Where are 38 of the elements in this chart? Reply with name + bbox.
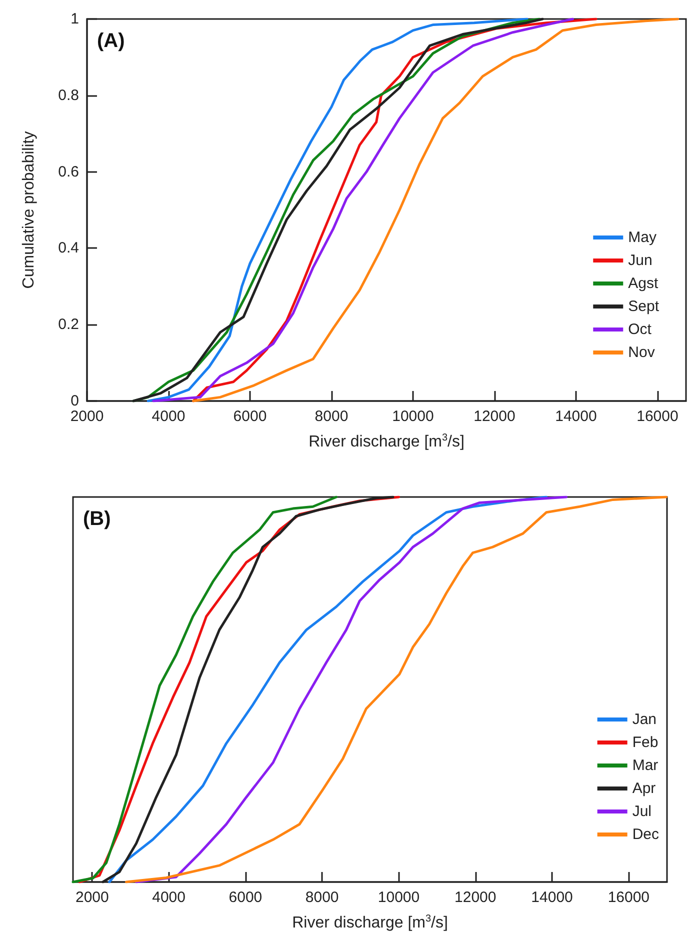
y-tick-label: 0.4 [58,240,79,257]
legend-label: Jun [628,252,652,269]
legend-label: Oct [628,321,652,338]
line-series [192,18,680,402]
x-tick-label: 2000 [75,889,109,906]
legend-label: Agst [628,275,659,292]
y-tick-label: 0.8 [58,86,79,104]
y-axis-title: Cumulative probability [20,131,38,289]
x-tick-label: 6000 [233,408,267,425]
y-tick-label: 0.6 [58,163,79,180]
y-tick-label: 0.2 [58,316,79,334]
y-tick-label: 0 [70,392,79,410]
legend-label: Feb [632,734,658,751]
legend-label: Dec [632,826,660,843]
x-tick-label: 10000 [378,889,420,906]
x-tick-label: 4000 [152,408,186,425]
legend-label: Sept [628,298,660,315]
x-tick-label: 2000 [70,408,104,425]
x-tick-label: 16000 [608,889,650,906]
legend-label: May [628,229,657,246]
x-tick-label: 4000 [152,889,186,906]
x-tick-label: 8000 [314,408,348,425]
annotation: (B) [83,508,111,530]
x-tick-label: 8000 [305,889,339,906]
x-tick-label: 12000 [454,889,496,906]
legend-label: Nov [628,344,656,361]
legend-label: Apr [632,780,656,797]
x-tick-label: 12000 [474,408,516,425]
x-tick-label: 10000 [392,408,434,425]
x-tick-label: 6000 [228,889,262,906]
legend-label: Jul [632,803,652,820]
legend-label: Jan [632,711,657,728]
y-tick-label: 1 [70,10,79,28]
x-tick-label: 16000 [636,408,678,425]
annotation: (A) [97,30,125,52]
x-tick-label: 14000 [555,408,597,425]
legend-label: Mar [632,757,658,774]
x-tick-label: 14000 [531,889,573,906]
